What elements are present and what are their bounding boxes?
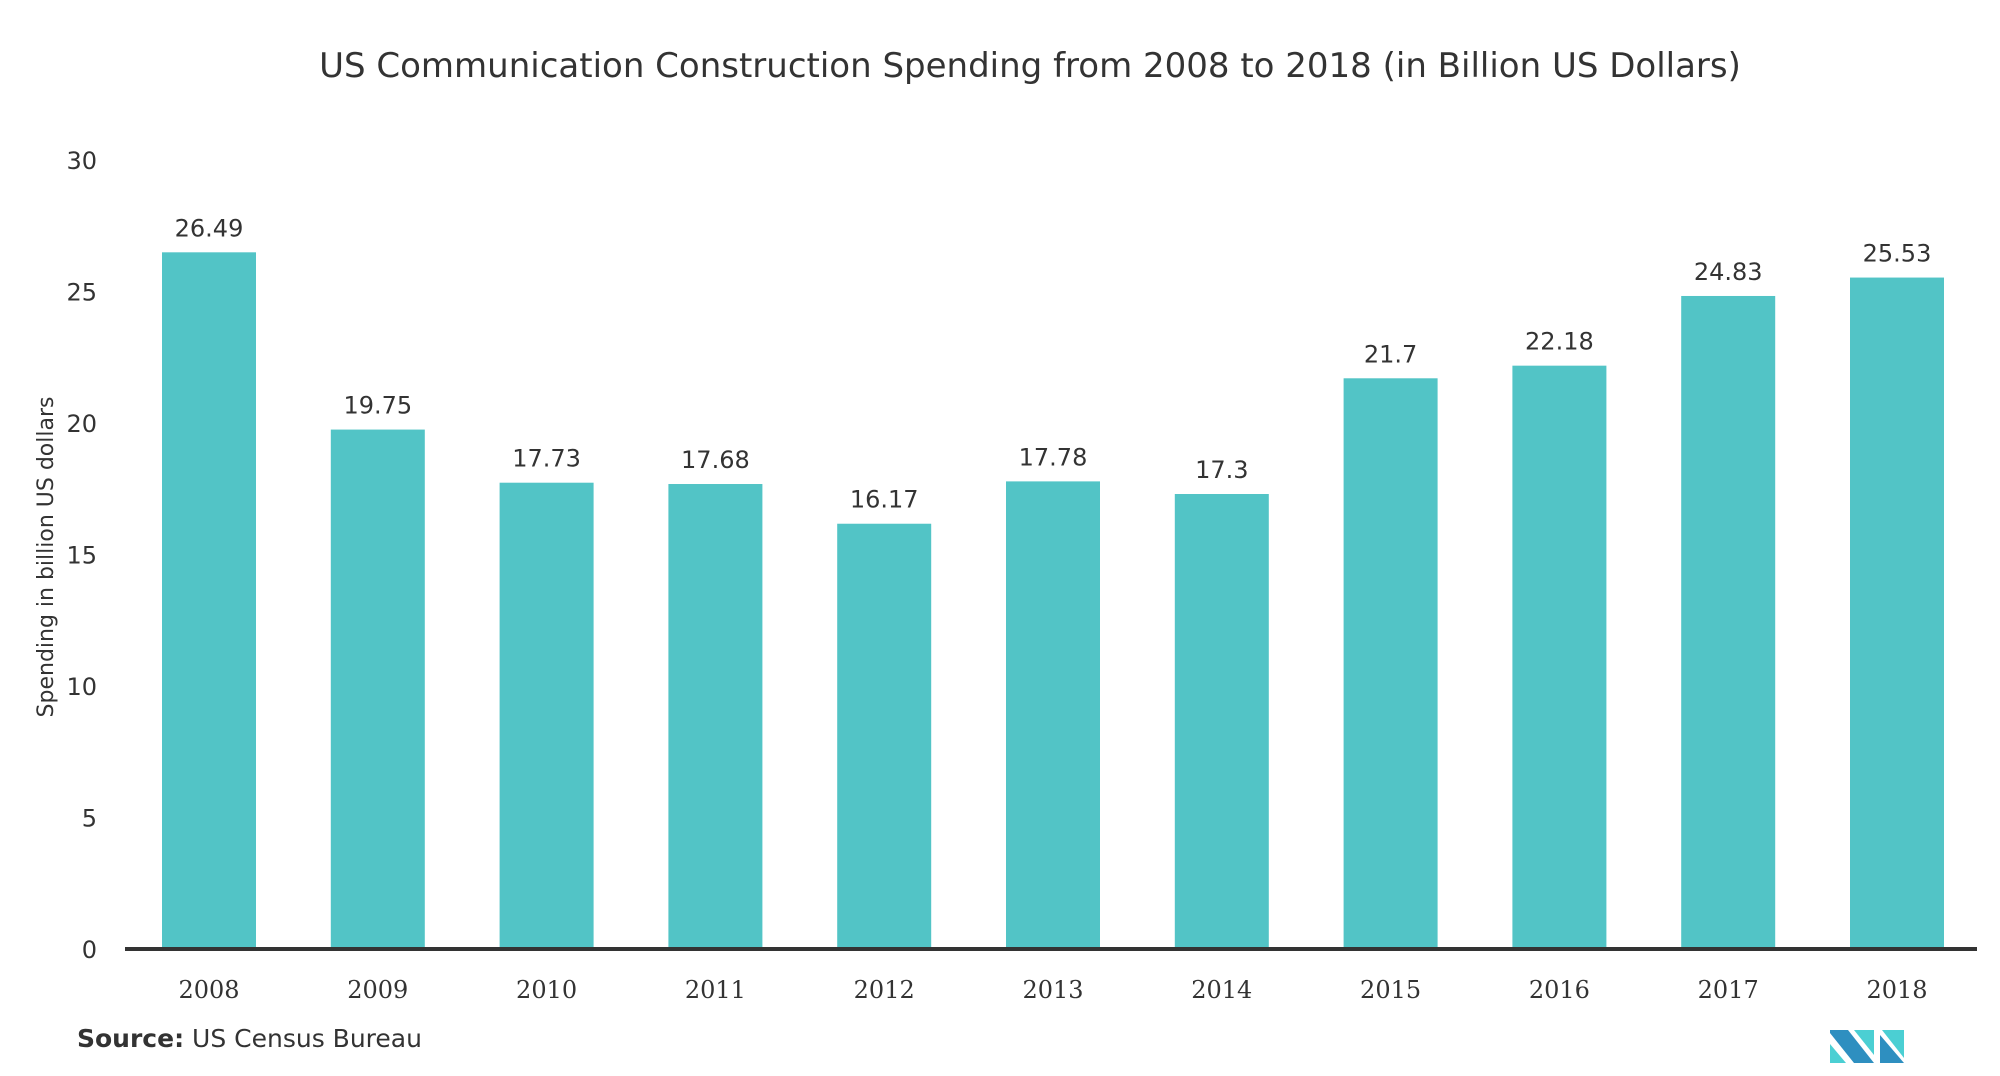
x-tick-label-2015: 2015 bbox=[1360, 976, 1421, 1004]
x-axis-ticks: 2008 2009 2010 2011 2012 2013 2014 2015 2016 2017… bbox=[178, 976, 1927, 1004]
bar-2012 bbox=[837, 523, 932, 949]
data-label-2017: 24.83 bbox=[1694, 258, 1763, 286]
bar-2010 bbox=[499, 482, 594, 949]
bar-2008 bbox=[162, 252, 256, 950]
x-tick-label-2016: 2016 bbox=[1529, 976, 1590, 1004]
x-tick-label-2011: 2011 bbox=[685, 976, 746, 1004]
data-label-2018: 25.53 bbox=[1863, 240, 1932, 268]
data-label-2012: 16.17 bbox=[850, 486, 919, 514]
bar-2017 bbox=[1681, 295, 1776, 949]
logo-dark-right bbox=[1880, 1035, 1904, 1063]
data-labels: 26.49 19.75 17.73 17.68 16.17 17.78 17.3 21.7 22… bbox=[175, 214, 1932, 513]
y-tick-label: 5 bbox=[82, 805, 97, 833]
data-label-2011: 17.68 bbox=[681, 446, 750, 474]
y-axis-ticks: 0 5 10 15 20 25 30 bbox=[66, 147, 97, 964]
logo-dark-left bbox=[1830, 1030, 1874, 1063]
data-label-2014: 17.3 bbox=[1195, 456, 1248, 484]
bar-2016 bbox=[1512, 365, 1607, 949]
logo-light-mid bbox=[1854, 1030, 1874, 1055]
x-tick-label-2012: 2012 bbox=[854, 976, 915, 1004]
source-note: Source: US Census Bureau bbox=[77, 1024, 422, 1053]
bar-2018 bbox=[1850, 277, 1944, 949]
bar-2011 bbox=[668, 484, 763, 949]
data-label-2008: 26.49 bbox=[175, 214, 244, 242]
data-label-2015: 21.7 bbox=[1364, 340, 1417, 368]
bar-2014 bbox=[1174, 494, 1269, 949]
data-label-2009: 19.75 bbox=[343, 392, 412, 420]
source-label: Source: bbox=[77, 1024, 185, 1053]
logo-light-right bbox=[1882, 1030, 1904, 1058]
x-tick-label-2009: 2009 bbox=[347, 976, 408, 1004]
y-tick-label: 10 bbox=[66, 673, 97, 701]
x-tick-label-2013: 2013 bbox=[1022, 976, 1083, 1004]
source-text: US Census Bureau bbox=[192, 1024, 422, 1053]
y-axis-title: Spending in billion US dollars bbox=[34, 397, 59, 718]
y-tick-label: 15 bbox=[66, 542, 97, 570]
bars bbox=[162, 252, 1944, 950]
mordor-intelligence-logo-icon bbox=[1830, 1030, 1904, 1063]
x-tick-label-2017: 2017 bbox=[1698, 976, 1759, 1004]
data-label-2016: 22.18 bbox=[1525, 328, 1594, 356]
y-tick-label: 0 bbox=[82, 936, 97, 964]
x-tick-label-2008: 2008 bbox=[178, 976, 239, 1004]
x-tick-label-2010: 2010 bbox=[516, 976, 577, 1004]
bar-2009 bbox=[330, 429, 425, 949]
chart-title: US Communication Construction Spending f… bbox=[319, 46, 1741, 86]
data-label-2013: 17.78 bbox=[1019, 443, 1088, 471]
y-tick-label: 30 bbox=[66, 147, 97, 175]
y-tick-label: 20 bbox=[66, 410, 97, 438]
bar-2013 bbox=[1006, 481, 1100, 949]
x-tick-label-2018: 2018 bbox=[1866, 976, 1927, 1004]
bar-2015 bbox=[1343, 378, 1438, 949]
x-tick-label-2014: 2014 bbox=[1191, 976, 1252, 1004]
data-label-2010: 17.73 bbox=[512, 445, 581, 473]
logo-light-left bbox=[1830, 1044, 1846, 1063]
y-tick-label: 25 bbox=[66, 279, 97, 307]
